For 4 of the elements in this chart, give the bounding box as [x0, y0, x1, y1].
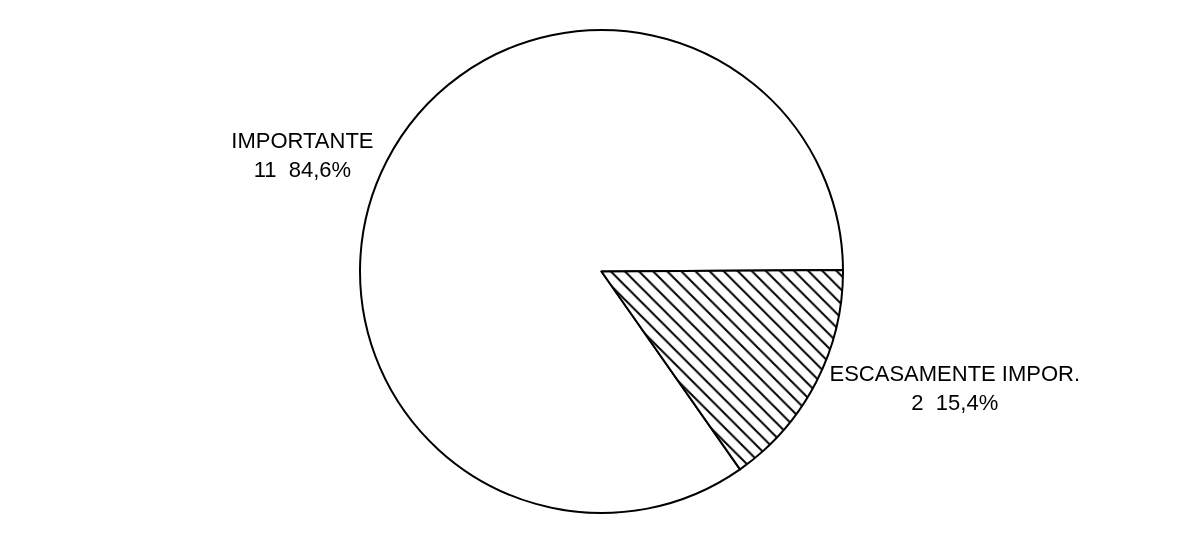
data-label: 2 15,4%: [911, 389, 999, 415]
data-label: 11 84,6%: [253, 156, 352, 182]
slice-label: ESCASAMENTE IMPOR.: [829, 361, 1081, 387]
slice-label: IMPORTANTE: [231, 128, 374, 154]
